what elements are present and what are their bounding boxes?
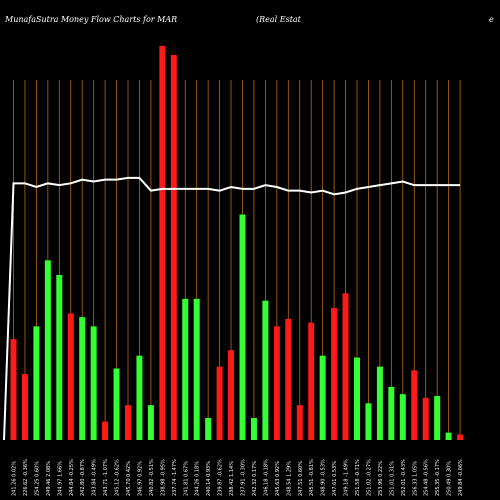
bar xyxy=(125,405,131,440)
bar xyxy=(21,374,28,440)
bar xyxy=(147,405,154,440)
x-tick-label: 251.02 -0.27% xyxy=(366,459,372,496)
bar xyxy=(113,368,120,440)
bar xyxy=(399,394,406,440)
x-tick-label: 226.62 -0.36% xyxy=(23,459,29,496)
bar xyxy=(228,350,235,440)
bar xyxy=(445,432,452,440)
x-tick-label: 238.42 1.14% xyxy=(229,461,235,496)
bar xyxy=(273,326,280,440)
x-tick-label: 243.71 -1.07% xyxy=(103,459,109,496)
bar xyxy=(411,370,418,440)
bar xyxy=(239,214,246,440)
chart-title-tail: e xyxy=(489,15,494,24)
x-tick-label: 246.18 -0.18% xyxy=(263,459,269,496)
bar xyxy=(182,298,189,440)
bar xyxy=(33,326,40,440)
x-tick-label: 254.48 -0.56% xyxy=(424,459,430,496)
bar xyxy=(159,45,166,440)
bar xyxy=(205,418,212,440)
bar xyxy=(67,313,74,440)
x-tick-label: 242.80 -0.87% xyxy=(80,459,86,496)
bar xyxy=(193,298,200,440)
x-tick-label: 251.58 -0.71% xyxy=(355,459,361,496)
bar xyxy=(308,322,315,440)
x-tick-label: 254.25 0.60% xyxy=(34,461,40,496)
x-tick-label: 238.98 -0.95% xyxy=(160,459,166,496)
bar xyxy=(319,355,326,440)
bar xyxy=(331,308,338,440)
bar xyxy=(376,366,383,440)
x-tick-label: 247.61 0.53% xyxy=(332,461,338,496)
x-tick-label: 248.54 1.29% xyxy=(286,461,292,496)
x-tick-label: 237.91 -0.30% xyxy=(241,459,247,496)
x-tick-label: 244.84 -0.25% xyxy=(69,459,75,496)
money-flow-line xyxy=(3,176,461,441)
bar xyxy=(44,260,51,440)
bar xyxy=(354,357,360,440)
bar xyxy=(365,403,372,440)
bar xyxy=(422,397,429,440)
bar xyxy=(10,339,17,440)
bar xyxy=(296,405,303,440)
x-tick-label: 241.81 0.67% xyxy=(183,461,189,496)
x-tick-label: 240.82 -0.51% xyxy=(149,459,155,496)
x-tick-label: 251.01 0.31% xyxy=(389,461,395,496)
bar xyxy=(457,434,464,440)
x-tick-label: 240.14 0.93% xyxy=(206,461,212,496)
x-tick-label: 245.51 -0.81% xyxy=(309,459,315,496)
bar xyxy=(434,396,441,440)
bar xyxy=(388,386,395,440)
bar xyxy=(262,300,269,440)
bar xyxy=(102,421,109,440)
bar xyxy=(250,418,257,440)
x-tick-label: 256.33 1.05% xyxy=(412,461,418,496)
x-tick-label: 244.26 0.18% xyxy=(195,461,201,496)
x-tick-label: 252.01 -0.43% xyxy=(401,459,407,496)
x-tick-label: 249.46 2.08% xyxy=(46,461,52,496)
x-tick-label: 245.63 0.92% xyxy=(275,461,281,496)
bar xyxy=(90,326,97,440)
x-tick-label: 249.84 -0.06% xyxy=(458,459,464,496)
x-tick-label: 241.26 0.02% xyxy=(12,461,18,496)
x-tick-label: 243.84 -0.49% xyxy=(92,459,98,496)
x-tick-label: 253.96 0.22% xyxy=(378,461,384,496)
bar xyxy=(170,55,177,440)
x-tick-label: 245.12 -0.62% xyxy=(115,459,121,496)
bar xyxy=(342,293,349,440)
x-tick-label: 247.51 0.60% xyxy=(298,461,304,496)
bar xyxy=(285,319,292,440)
x-tick-label: 242.32 0.17% xyxy=(252,461,258,496)
bar xyxy=(79,317,86,440)
x-tick-label: 237.74 -1.47% xyxy=(172,459,178,496)
chart-subtitle: (Real Estat xyxy=(256,15,301,24)
x-tick-label: 255.35 -0.17% xyxy=(435,459,441,496)
x-tick-label: 249.18 -1.49% xyxy=(344,459,350,496)
x-tick-label: 244.97 1.66% xyxy=(57,461,63,496)
chart-title: MunafaSutra Money Flow Charts for MAR xyxy=(5,15,178,24)
x-tick-label: 246.97 0.92% xyxy=(137,461,143,496)
x-tick-label: 248.90 -0.53% xyxy=(321,459,327,496)
bar xyxy=(56,275,63,440)
x-tick-label: 239.87 -0.62% xyxy=(218,459,224,496)
x-tick-label: 245.70 0.42% xyxy=(126,461,132,496)
bar xyxy=(136,355,143,440)
bar xyxy=(216,366,223,440)
x-tick-label: 250.49 0.30% xyxy=(447,461,453,496)
